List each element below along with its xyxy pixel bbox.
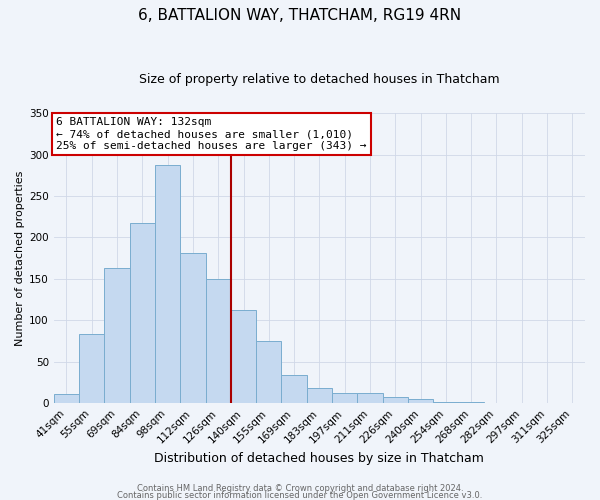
Bar bbox=[484, 402, 509, 404]
Text: Contains public sector information licensed under the Open Government Licence v3: Contains public sector information licen… bbox=[118, 490, 482, 500]
Text: 6 BATTALION WAY: 132sqm
← 74% of detached houses are smaller (1,010)
25% of semi: 6 BATTALION WAY: 132sqm ← 74% of detache… bbox=[56, 118, 367, 150]
Text: Contains HM Land Registry data © Crown copyright and database right 2024.: Contains HM Land Registry data © Crown c… bbox=[137, 484, 463, 493]
Bar bbox=[433, 402, 458, 404]
Bar bbox=[130, 224, 155, 404]
X-axis label: Distribution of detached houses by size in Thatcham: Distribution of detached houses by size … bbox=[154, 452, 484, 465]
Bar bbox=[79, 334, 104, 404]
Bar bbox=[155, 166, 180, 404]
Bar bbox=[256, 341, 281, 404]
Bar bbox=[307, 388, 332, 404]
Bar bbox=[408, 399, 433, 404]
Bar bbox=[358, 394, 383, 404]
Text: 6, BATTALION WAY, THATCHAM, RG19 4RN: 6, BATTALION WAY, THATCHAM, RG19 4RN bbox=[139, 8, 461, 22]
Bar bbox=[281, 375, 307, 404]
Bar bbox=[206, 279, 231, 404]
Bar bbox=[332, 392, 358, 404]
Title: Size of property relative to detached houses in Thatcham: Size of property relative to detached ho… bbox=[139, 72, 500, 86]
Y-axis label: Number of detached properties: Number of detached properties bbox=[15, 170, 25, 346]
Bar bbox=[231, 310, 256, 404]
Bar bbox=[560, 402, 585, 404]
Bar bbox=[180, 253, 206, 404]
Bar bbox=[383, 396, 408, 404]
Bar bbox=[54, 394, 79, 404]
Bar bbox=[104, 268, 130, 404]
Bar bbox=[458, 402, 484, 404]
